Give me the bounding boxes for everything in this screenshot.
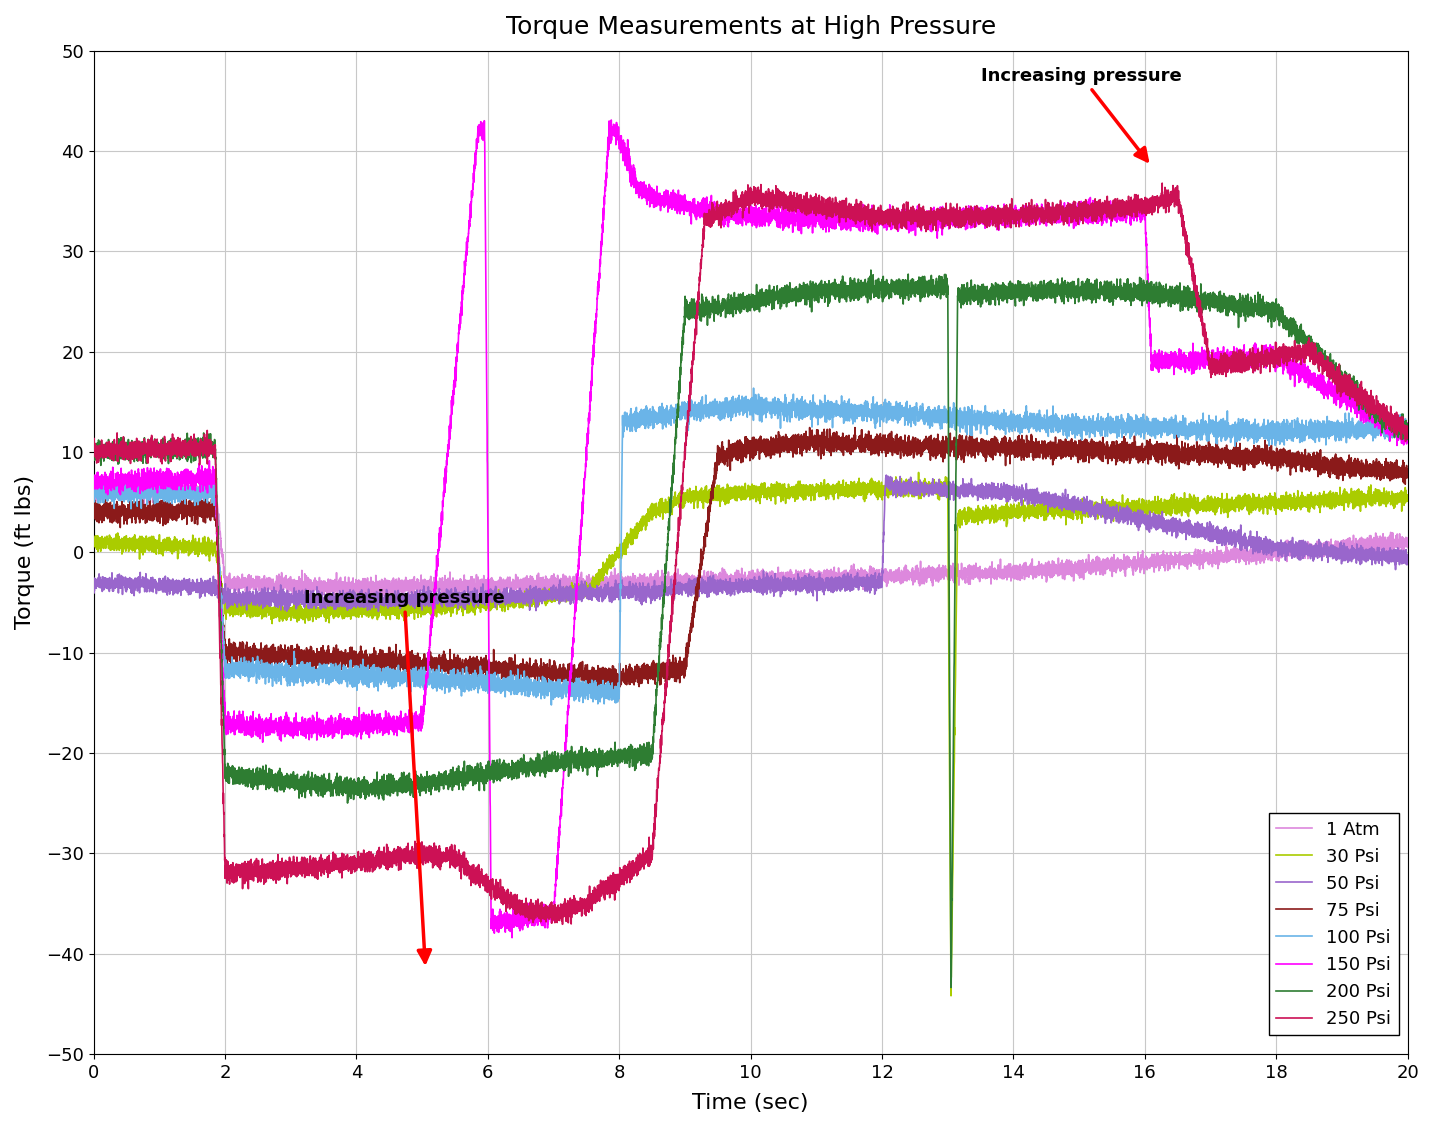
- 150 Psi: [219, 715, 237, 729]
- 30 Psi: [1336, 493, 1354, 506]
- 75 Psi: [852, 437, 869, 450]
- 150 Psi: [1400, 429, 1417, 442]
- 250 Psi: [1336, 374, 1354, 388]
- 30 Psi: [343, 606, 360, 619]
- 75 Psi: [992, 449, 1010, 462]
- 150 Psi: [852, 205, 869, 219]
- 100 Psi: [542, 698, 559, 712]
- 50 Psi: [343, 588, 360, 601]
- 100 Psi: [1400, 424, 1417, 438]
- X-axis label: Time (sec): Time (sec): [693, 1093, 809, 1113]
- 250 Psi: [85, 446, 102, 459]
- 200 Psi: [862, 263, 879, 276]
- 250 Psi: [852, 214, 869, 228]
- 50 Psi: [1400, 553, 1417, 566]
- Line: 100 Psi: 100 Psi: [93, 388, 1408, 705]
- 200 Psi: [852, 276, 869, 290]
- 100 Psi: [975, 418, 992, 432]
- 30 Psi: [942, 989, 959, 1003]
- 75 Psi: [85, 506, 102, 520]
- 200 Psi: [1336, 377, 1354, 390]
- 75 Psi: [802, 421, 819, 434]
- 50 Psi: [975, 479, 992, 493]
- 150 Psi: [975, 210, 992, 223]
- 75 Psi: [595, 684, 612, 697]
- Legend: 1 Atm, 30 Psi, 50 Psi, 75 Psi, 100 Psi, 150 Psi, 200 Psi, 250 Psi: 1 Atm, 30 Psi, 50 Psi, 75 Psi, 100 Psi, …: [1269, 813, 1398, 1036]
- Line: 50 Psi: 50 Psi: [93, 475, 1408, 611]
- 75 Psi: [1336, 458, 1354, 472]
- 30 Psi: [911, 466, 928, 479]
- Line: 200 Psi: 200 Psi: [93, 270, 1408, 987]
- 30 Psi: [1400, 488, 1417, 502]
- Line: 75 Psi: 75 Psi: [93, 428, 1408, 690]
- 250 Psi: [974, 215, 991, 229]
- 150 Psi: [1336, 390, 1354, 404]
- 50 Psi: [992, 492, 1010, 505]
- 150 Psi: [343, 720, 360, 733]
- 1 Atm: [992, 569, 1010, 582]
- 250 Psi: [554, 917, 571, 931]
- 200 Psi: [942, 980, 959, 994]
- Line: 150 Psi: 150 Psi: [93, 120, 1408, 937]
- 50 Psi: [1336, 546, 1354, 559]
- 30 Psi: [852, 477, 869, 491]
- 30 Psi: [975, 500, 992, 513]
- 250 Psi: [1153, 176, 1170, 190]
- 200 Psi: [975, 284, 992, 298]
- 200 Psi: [992, 290, 1010, 303]
- Title: Torque Measurements at High Pressure: Torque Measurements at High Pressure: [506, 15, 995, 39]
- 50 Psi: [219, 587, 237, 600]
- Line: 250 Psi: 250 Psi: [93, 183, 1408, 924]
- 100 Psi: [85, 487, 102, 501]
- 100 Psi: [219, 662, 237, 676]
- 1 Atm: [356, 593, 373, 607]
- 150 Psi: [602, 113, 619, 126]
- 250 Psi: [219, 866, 237, 880]
- 30 Psi: [85, 537, 102, 550]
- 1 Atm: [85, 478, 102, 492]
- 75 Psi: [1400, 467, 1417, 481]
- Text: Increasing pressure: Increasing pressure: [304, 589, 505, 962]
- 250 Psi: [343, 855, 360, 869]
- 30 Psi: [992, 510, 1010, 523]
- 1 Atm: [975, 569, 992, 582]
- 75 Psi: [975, 448, 992, 461]
- 100 Psi: [343, 653, 360, 667]
- 100 Psi: [744, 381, 761, 395]
- 75 Psi: [219, 647, 237, 661]
- 50 Psi: [370, 605, 387, 618]
- 200 Psi: [1400, 421, 1417, 434]
- Y-axis label: Torque (ft lbs): Torque (ft lbs): [14, 475, 34, 629]
- 30 Psi: [219, 597, 237, 610]
- 200 Psi: [85, 438, 102, 451]
- 100 Psi: [992, 414, 1010, 428]
- 1 Atm: [343, 583, 360, 597]
- 150 Psi: [992, 208, 1010, 221]
- Line: 30 Psi: 30 Psi: [93, 473, 1408, 996]
- 100 Psi: [1336, 417, 1354, 431]
- 200 Psi: [219, 766, 237, 779]
- 50 Psi: [85, 571, 102, 584]
- 200 Psi: [343, 772, 360, 785]
- 150 Psi: [503, 931, 521, 944]
- 1 Atm: [204, 473, 221, 486]
- 1 Atm: [219, 578, 237, 591]
- 100 Psi: [852, 398, 869, 412]
- 75 Psi: [343, 651, 360, 664]
- 1 Atm: [852, 561, 869, 574]
- 50 Psi: [878, 468, 895, 482]
- 50 Psi: [852, 573, 869, 587]
- Line: 1 Atm: 1 Atm: [93, 479, 1408, 600]
- 150 Psi: [85, 477, 102, 491]
- 1 Atm: [1400, 536, 1417, 549]
- 250 Psi: [991, 208, 1008, 221]
- Text: Increasing pressure: Increasing pressure: [981, 67, 1182, 161]
- 1 Atm: [1336, 537, 1354, 550]
- 250 Psi: [1400, 422, 1417, 435]
